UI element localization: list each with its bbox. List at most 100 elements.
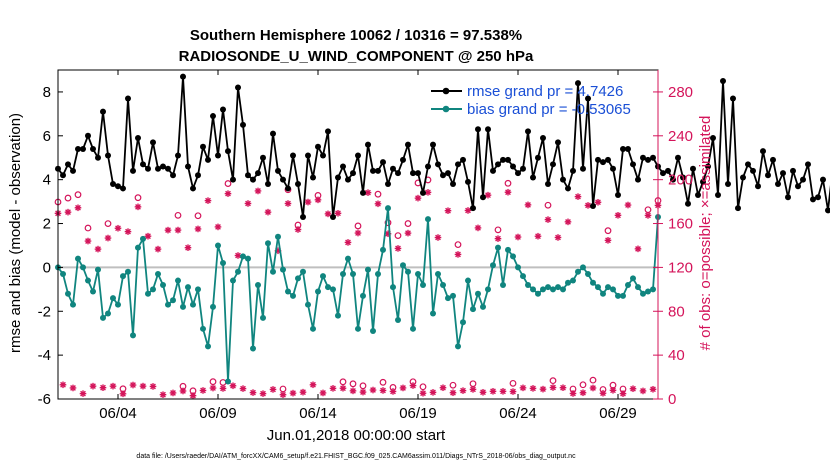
rmse-point [580, 165, 586, 172]
obs-star-stroke [535, 233, 541, 240]
obs-star-stroke [440, 384, 446, 391]
obs-star-stroke [155, 246, 161, 253]
obs-possible-marker [579, 381, 587, 389]
obs-assimilated-marker [354, 229, 362, 237]
obs-star-stroke [555, 234, 561, 241]
rmse-point [130, 167, 136, 174]
obs-star-stroke [625, 202, 631, 208]
obs-possible-marker [194, 212, 202, 220]
rmse-point [275, 167, 281, 174]
bias-point [255, 281, 261, 288]
bias-point [185, 284, 191, 291]
bias-point [165, 301, 171, 308]
rmse-point [675, 154, 681, 161]
obs-assimilated-marker [259, 390, 267, 397]
rmse-point [815, 194, 821, 201]
bias-point [580, 264, 586, 271]
obs-possible-marker [74, 191, 82, 199]
obs-star-stroke [480, 389, 486, 396]
obs-star-stroke [295, 226, 301, 233]
x-tick-label: 06/09 [199, 405, 237, 422]
legend-rmse-label: rmse grand pr = 4.7426 [467, 83, 623, 100]
obs-assimilated-marker [619, 390, 627, 397]
obs-assimilated-marker [149, 383, 157, 390]
obs-star-stroke [565, 218, 571, 225]
bias-point [245, 255, 251, 262]
rmse-point [610, 165, 616, 172]
rmse-point [590, 202, 596, 209]
obs-star-stroke [330, 385, 336, 392]
obs-assimilated-marker [509, 388, 517, 395]
rmse-point [650, 154, 656, 161]
bias-point [455, 343, 461, 350]
obs-assimilated-marker [429, 389, 437, 396]
rmse-point [670, 176, 676, 183]
rmse-point [620, 145, 626, 152]
obs-star-stroke [140, 383, 146, 390]
obs-assimilated-marker [649, 385, 657, 393]
obs-assimilated-marker [564, 218, 572, 226]
bias-point [585, 270, 591, 277]
bias-point [200, 325, 206, 332]
rmse-point [560, 176, 566, 183]
bias-point [300, 268, 306, 275]
rmse-point [340, 163, 346, 170]
rmse-point [230, 176, 236, 183]
obs-star-stroke [610, 387, 616, 394]
rmse-point [640, 154, 646, 161]
rmse-point [730, 95, 736, 102]
obs-possible-marker [404, 220, 412, 227]
bias-point [275, 233, 281, 240]
rmse-point [555, 139, 561, 146]
bias-point [60, 270, 66, 277]
obs-star-stroke [235, 252, 241, 259]
obs-assimilated-marker [329, 385, 337, 392]
obs-star-stroke [605, 237, 611, 244]
obs-assimilated-marker [524, 201, 532, 209]
bias-point [390, 284, 396, 291]
obs-star-stroke [490, 388, 496, 395]
rmse-point [285, 185, 291, 192]
rmse-point [310, 174, 316, 181]
rmse-point [820, 176, 826, 183]
obs-assimilated-marker [64, 208, 72, 216]
rmse-point [255, 170, 261, 177]
bias-point [105, 310, 111, 317]
rmse-point [320, 152, 326, 159]
obs-star-stroke [200, 387, 206, 394]
obs-star-stroke [125, 228, 131, 235]
obs-assimilated-marker [549, 384, 557, 391]
obs-star-stroke [425, 189, 431, 196]
obs-assimilated-marker [464, 207, 472, 214]
obs-star-stroke [590, 385, 596, 391]
bias-point [195, 286, 201, 293]
obs-possible-marker [394, 232, 402, 239]
bias-point [595, 284, 601, 291]
obs-possible-marker [359, 382, 367, 390]
bias-point [620, 292, 626, 299]
rmse-point [350, 170, 356, 177]
obs-star-stroke [215, 224, 221, 230]
obs-assimilated-marker [239, 385, 247, 392]
bias-point [355, 325, 361, 332]
obs-possible-marker [339, 378, 347, 386]
bias-point [485, 286, 491, 293]
bias-point [435, 270, 441, 277]
obs-star-stroke [345, 239, 351, 246]
obs-star-stroke [255, 188, 261, 194]
bias-point [345, 255, 351, 262]
bias-point [400, 262, 406, 269]
obs-assimilated-marker [124, 228, 132, 235]
rmse-point [135, 134, 141, 141]
obs-assimilated-marker [409, 382, 417, 389]
obs-star-stroke [265, 209, 271, 216]
obs-assimilated-marker [639, 387, 647, 395]
obs-assimilated-marker [469, 386, 477, 393]
bias-point [115, 301, 121, 308]
obs-assimilated-marker [204, 197, 212, 204]
obs-assimilated-marker [219, 385, 227, 392]
bias-point [645, 288, 651, 295]
data-file-footnote: data file: /Users/raeder/DAI/ATM_forcXX/… [136, 453, 576, 460]
bias-point [260, 314, 266, 321]
obs-assimilated-marker [94, 245, 102, 253]
